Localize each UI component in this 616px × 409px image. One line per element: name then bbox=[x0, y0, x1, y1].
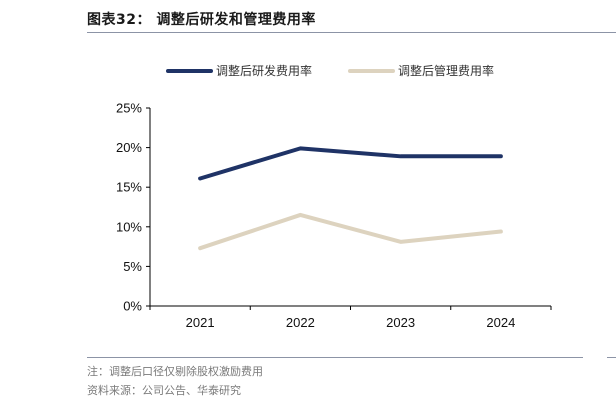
series-lines bbox=[198, 146, 503, 251]
footnote: 注：调整后口径仅剔除股权激励费用 bbox=[87, 365, 263, 378]
title-divider bbox=[87, 32, 616, 33]
series-line-0 bbox=[198, 146, 503, 181]
x-tick-label: 2022 bbox=[286, 315, 315, 330]
y-tick-label: 20% bbox=[116, 140, 142, 155]
x-tick-label: 2021 bbox=[186, 315, 215, 330]
y-tick-label: 10% bbox=[116, 219, 142, 234]
x-tick-label: 2024 bbox=[486, 315, 515, 330]
chart-title: 图表32： 调整后研发和管理费用率 bbox=[87, 12, 316, 28]
legend-label-rd: 调整后研发费用率 bbox=[216, 63, 312, 78]
footer-divider bbox=[87, 357, 583, 358]
series-line-1 bbox=[198, 212, 503, 251]
legend: 调整后研发费用率 调整后管理费用率 bbox=[166, 63, 494, 78]
y-tick-label: 0% bbox=[123, 299, 142, 314]
y-tick-label: 5% bbox=[123, 259, 142, 274]
source-note: 资料来源：公司公告、华泰研究 bbox=[87, 384, 241, 397]
y-tick-label: 15% bbox=[116, 180, 142, 195]
legend-label-admin: 调整后管理费用率 bbox=[398, 63, 494, 78]
axes: 0% 5% 10% 15% 20% 25% 2021 2022 2023 2024 bbox=[116, 101, 552, 330]
footer-divider-right bbox=[607, 357, 616, 358]
x-tick-label: 2023 bbox=[386, 315, 415, 330]
y-tick-label: 25% bbox=[116, 101, 142, 116]
